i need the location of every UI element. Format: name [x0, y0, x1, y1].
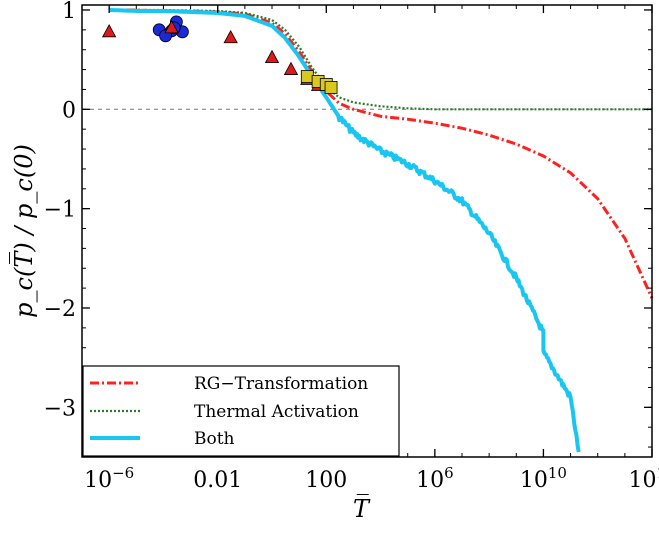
legend-label-rg: RG−Transformation: [194, 374, 368, 394]
x-axis-title: T̅: [353, 495, 371, 523]
x-tick-label: 1014: [628, 464, 659, 493]
series-line-both: [108, 8, 581, 453]
scatter-square-3-3: [324, 81, 338, 94]
legend: RG−Transformation Thermal Activation Bot…: [82, 365, 400, 457]
scatter-triangle-0-1: [223, 29, 238, 44]
y-axis-title: p_c(T̅) / p_c(0): [10, 144, 38, 318]
scatter-square-3-0: [300, 70, 314, 83]
x-tick-label: 1010: [520, 464, 567, 493]
legend-label-both: Both: [194, 429, 235, 449]
x-tick-label: 10−6: [84, 464, 134, 493]
y-axis-title-group: p_c(T̅) / p_c(0): [10, 144, 38, 318]
y-tick-label: −3: [44, 396, 76, 421]
x-tick-label: 100: [305, 468, 347, 493]
legend-label-thermal: Thermal Activation: [194, 402, 359, 422]
series-layer: [108, 8, 654, 453]
tick-label-layer: 10−6 0.01 100 106 1010 1014 1 0 −1 −2 −3: [44, 0, 659, 493]
x-tick-label: 106: [416, 464, 454, 493]
scatter-layer: [101, 15, 338, 94]
x-tick-label: 0.01: [193, 468, 242, 493]
scatter-triangle-0-3: [283, 61, 299, 75]
y-tick-label: −1: [44, 198, 76, 223]
plot-frame: [81, 4, 653, 458]
scatter-triangle-2-0: [164, 20, 179, 34]
y-tick-label: 0: [62, 98, 76, 123]
scatter-triangle-0-0: [101, 23, 117, 38]
scatter-triangle-0-2: [264, 49, 280, 64]
y-tick-label: 1: [62, 0, 76, 24]
y-tick-label: −2: [44, 297, 76, 322]
